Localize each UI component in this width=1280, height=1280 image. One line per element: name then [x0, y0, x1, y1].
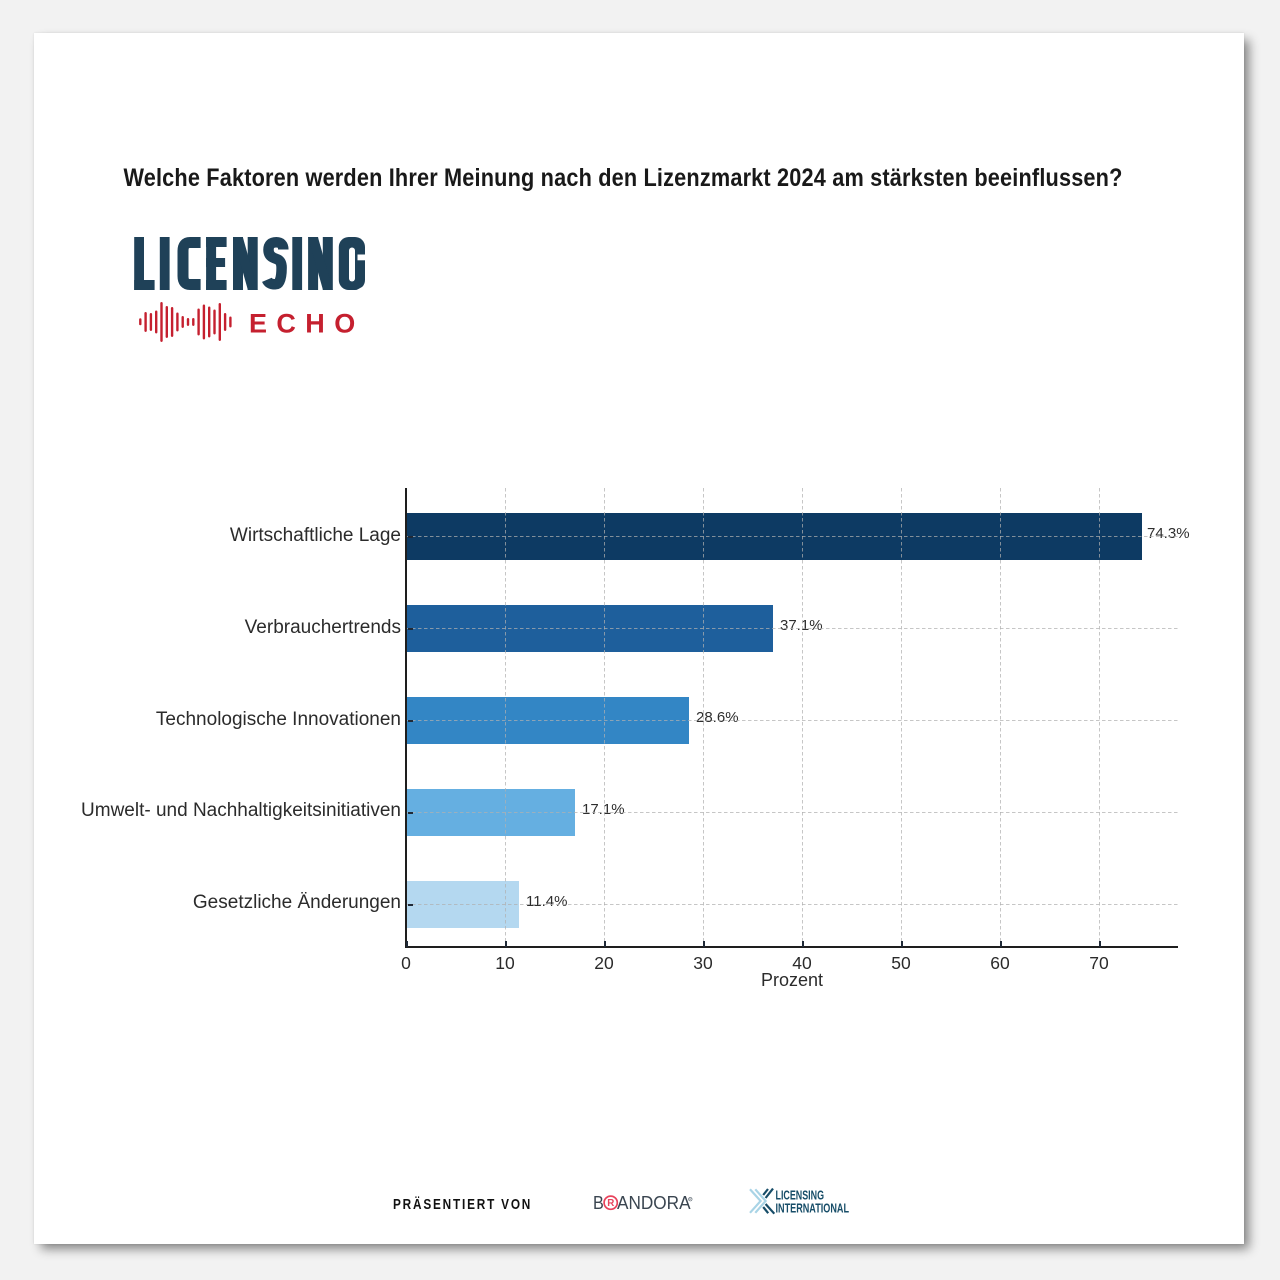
svg-text:ECHO: ECHO	[249, 309, 365, 339]
svg-text:LICENSING: LICENSING	[776, 1187, 825, 1202]
svg-text:R: R	[607, 1199, 614, 1210]
svg-text:INTERNATIONAL: INTERNATIONAL	[776, 1201, 850, 1216]
svg-text:R: R	[689, 1197, 692, 1201]
